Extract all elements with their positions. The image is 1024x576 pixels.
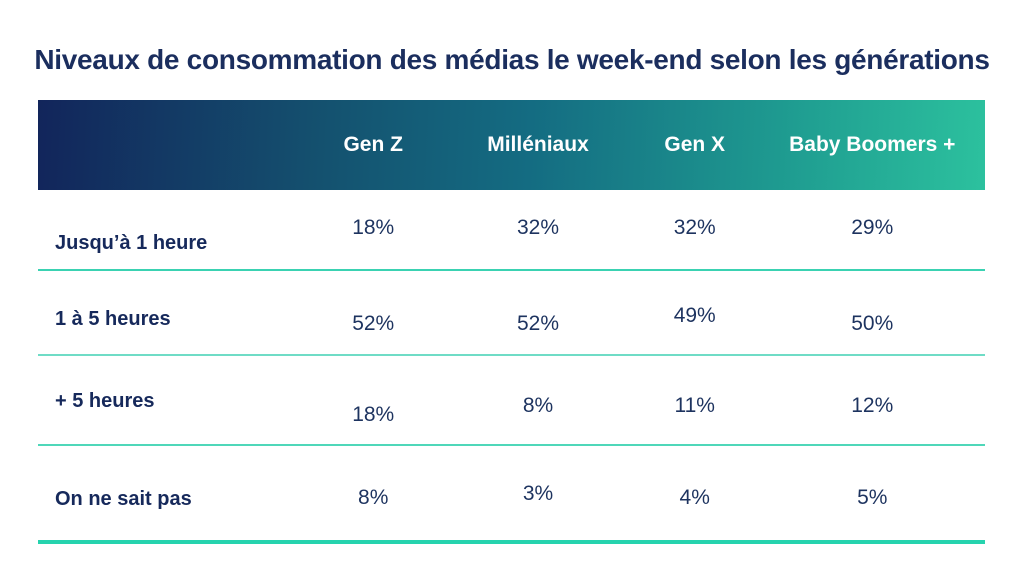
value-gen-x: 49% (673, 303, 716, 327)
value-gen-x: 4% (679, 486, 710, 509)
value-gen-x: 32% (673, 215, 716, 239)
table-bottom-rule (38, 540, 985, 544)
table-row-jusqua-1-heure: Jusqu’à 1 heure 18% 32% 32% 29% (38, 190, 985, 271)
row-label: On ne sait pas (55, 487, 192, 510)
value-gen-z: 18% (352, 403, 395, 426)
value-cell: 50% (760, 271, 985, 354)
value-cell: 18% (300, 356, 446, 444)
column-header-milleniaux: Milléniaux (487, 133, 589, 156)
row-label-cell: 1 à 5 heures (38, 271, 300, 354)
column-header-baby-boomers: Baby Boomers + (789, 133, 956, 156)
row-label-cell: On ne sait pas (38, 446, 300, 540)
value-cell: 12% (760, 356, 985, 444)
value-cell: 3% (446, 446, 630, 540)
table-row-plus-5-heures: + 5 heures 18% 8% 11% 12% (38, 356, 985, 446)
value-cell: 52% (446, 271, 630, 354)
value-milleniaux: 32% (516, 215, 559, 239)
value-milleniaux: 3% (522, 482, 554, 505)
row-label: + 5 heures (55, 389, 155, 412)
table-header-row: Gen Z Milléniaux Gen X Baby Boomers + (38, 100, 985, 190)
row-label: 1 à 5 heures (55, 308, 171, 330)
value-cell: 18% (300, 190, 446, 269)
value-baby-boomers: 12% (851, 394, 894, 417)
value-cell: 49% (630, 271, 760, 354)
value-gen-z: 8% (358, 486, 389, 509)
value-cell: 52% (300, 271, 446, 354)
value-cell: 5% (760, 446, 985, 540)
value-baby-boomers: 5% (857, 486, 888, 509)
value-cell: 11% (630, 356, 760, 444)
column-header-gen-z: Gen Z (343, 133, 403, 156)
page-title: Niveaux de consommation des médias le we… (34, 44, 990, 75)
value-cell: 4% (630, 446, 760, 540)
value-cell: 8% (446, 356, 630, 444)
value-cell: 32% (630, 190, 760, 269)
row-label-cell: Jusqu’à 1 heure (38, 190, 300, 269)
value-milleniaux: 8% (522, 394, 554, 417)
value-cell: 8% (300, 446, 446, 540)
media-consumption-table: Gen Z Milléniaux Gen X Baby Boomers + Ju… (38, 100, 985, 544)
row-label-cell: + 5 heures (38, 356, 300, 444)
value-baby-boomers: 29% (851, 215, 894, 239)
value-baby-boomers: 50% (851, 311, 894, 335)
value-cell: 29% (760, 190, 985, 269)
value-gen-z: 52% (352, 311, 395, 335)
value-gen-x: 11% (674, 394, 715, 417)
row-label: Jusqu’à 1 heure (55, 232, 208, 254)
table-row-1-a-5-heures: 1 à 5 heures 52% 52% 49% 50% (38, 271, 985, 356)
table-row-on-ne-sait-pas: On ne sait pas 8% 3% 4% 5% (38, 446, 985, 540)
value-milleniaux: 52% (516, 311, 559, 335)
value-gen-z: 18% (352, 215, 395, 239)
header-spacer-cell (38, 100, 300, 190)
column-header-gen-x: Gen X (664, 133, 726, 156)
value-cell: 32% (446, 190, 630, 269)
